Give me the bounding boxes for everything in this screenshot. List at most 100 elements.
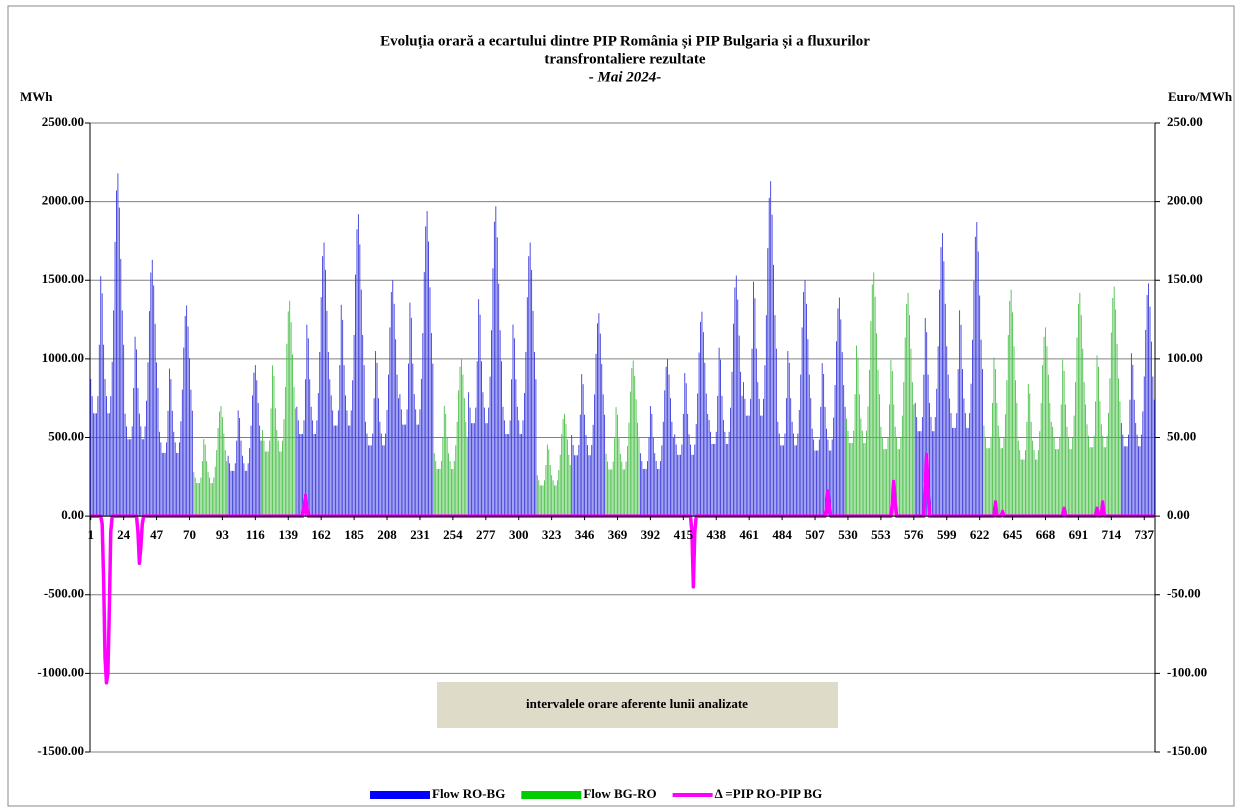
bar: [97, 396, 99, 517]
bar: [914, 402, 916, 517]
bar: [711, 443, 713, 517]
bar: [216, 450, 218, 517]
bar: [595, 353, 597, 517]
bar: [93, 413, 95, 517]
bar: [209, 477, 210, 517]
bar: [1059, 437, 1061, 517]
bar: [412, 363, 414, 517]
bar: [429, 287, 431, 517]
bar: [632, 360, 634, 517]
bar: [937, 346, 939, 517]
bar: [1125, 446, 1127, 517]
bar: [863, 443, 865, 517]
bar: [923, 374, 925, 517]
bar: [483, 407, 485, 517]
bar: [273, 376, 275, 517]
bar: [702, 332, 704, 517]
bar: [612, 461, 614, 517]
bar: [691, 454, 693, 517]
bar: [841, 352, 843, 517]
bar: [667, 358, 669, 517]
bar: [552, 480, 554, 517]
bar: [1075, 382, 1077, 517]
bar: [479, 314, 481, 517]
bar: [493, 221, 495, 517]
x-tick-label: 346: [575, 527, 595, 542]
bar: [1043, 336, 1045, 517]
bar: [103, 344, 105, 517]
bar: [471, 423, 472, 517]
bar: [107, 413, 109, 517]
bar: [342, 319, 344, 517]
bar: [123, 344, 125, 517]
bar: [223, 433, 225, 517]
bar: [398, 398, 399, 517]
bar: [1135, 423, 1137, 517]
bar: [919, 431, 920, 517]
bar: [578, 445, 580, 517]
bar: [901, 415, 903, 517]
bar: [621, 461, 623, 517]
bar: [984, 436, 986, 517]
bar: [267, 451, 269, 517]
bar: [778, 433, 780, 517]
bar: [1132, 364, 1134, 517]
bar: [276, 429, 278, 517]
bar: [297, 420, 299, 517]
bar: [834, 384, 836, 517]
bar-series: [90, 173, 1155, 517]
bar: [622, 469, 624, 517]
bar: [316, 420, 318, 517]
bar: [438, 468, 440, 517]
bar: [164, 452, 166, 517]
bar: [999, 436, 1001, 517]
bar: [1050, 421, 1052, 517]
x-tick-label: 300: [509, 527, 529, 542]
bar: [851, 443, 853, 517]
bar: [642, 468, 644, 517]
bar: [418, 424, 419, 517]
y2-tick-label: 100.00: [1167, 350, 1203, 365]
bar: [765, 315, 767, 517]
bar: [170, 379, 172, 517]
bar: [1070, 449, 1072, 517]
bar: [904, 337, 906, 517]
bar: [688, 434, 690, 517]
bar: [229, 463, 231, 517]
bar: [133, 387, 135, 517]
bar: [579, 414, 581, 517]
bar: [140, 426, 142, 517]
bar: [568, 454, 570, 517]
bar: [1148, 283, 1150, 517]
legend-label: Flow BG-RO: [583, 786, 656, 801]
bar: [685, 383, 687, 517]
bar: [649, 406, 651, 517]
bar: [1040, 402, 1042, 517]
bar: [284, 386, 286, 517]
bar: [199, 483, 200, 517]
bar: [878, 394, 880, 517]
bar: [741, 395, 743, 517]
bar: [614, 438, 616, 517]
bar: [518, 420, 520, 517]
bar: [569, 465, 571, 517]
bar: [625, 461, 627, 517]
bar: [795, 445, 797, 517]
bar: [710, 431, 711, 517]
bar: [774, 315, 776, 517]
bar: [1079, 292, 1081, 517]
bar: [330, 395, 332, 517]
x-tick-label: 622: [970, 527, 990, 542]
bar: [658, 468, 660, 517]
bar: [732, 323, 734, 517]
bar: [453, 461, 455, 517]
bar: [1106, 435, 1108, 517]
bar: [455, 445, 457, 517]
bar: [151, 259, 153, 517]
bar: [254, 365, 256, 517]
bar: [1000, 448, 1002, 517]
bar: [850, 443, 852, 517]
bar: [787, 351, 789, 517]
x-tick-label: 668: [1036, 527, 1056, 542]
bar: [196, 483, 198, 517]
